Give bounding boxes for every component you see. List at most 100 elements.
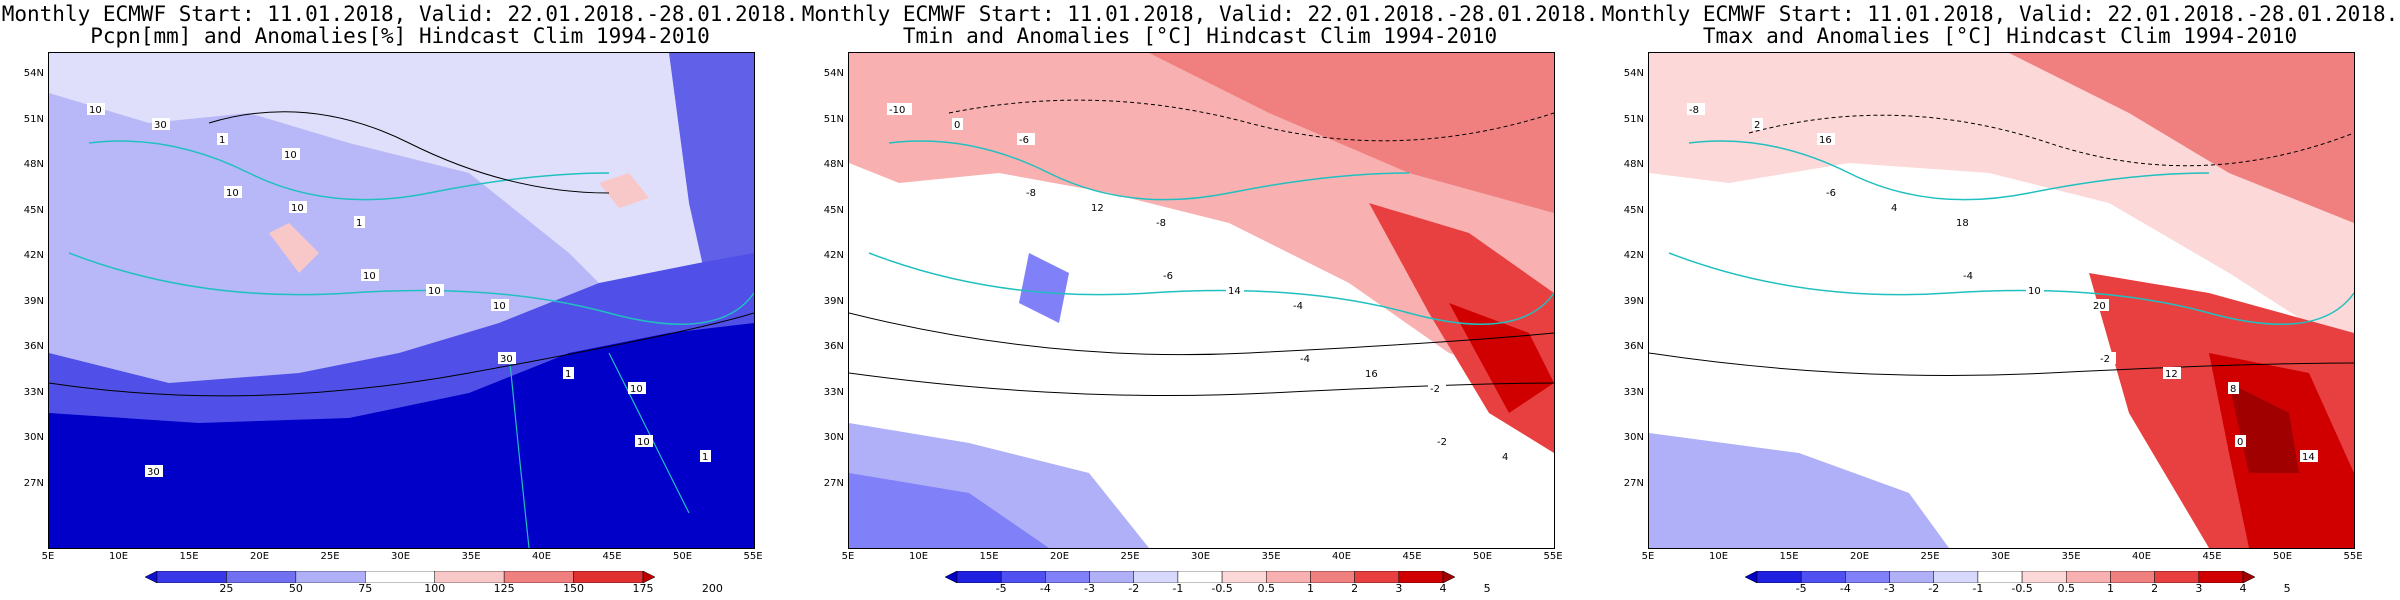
lon-label: 25E: [1120, 551, 1140, 562]
contour-label: -2: [1430, 384, 1440, 395]
lon-label: 5E: [841, 551, 855, 562]
colorbar-label: -2: [1128, 582, 1140, 595]
colorbar-label: -1: [1972, 582, 1984, 595]
panel-title-line2: Pcpn[mm] and Anomalies[%] Hindcast Clim …: [90, 24, 710, 48]
contour-label: 16: [1365, 369, 1378, 380]
contour-label-bg: [1363, 367, 1381, 379]
lon-label: 20E: [249, 551, 270, 562]
contour-label: 12: [1091, 203, 1104, 214]
colorbar-swatch: [1744, 570, 1758, 584]
tmax-panel: Monthly ECMWF Start: 11.01.2018, Valid: …: [1600, 0, 2400, 600]
lat-label: 54N: [1623, 68, 1644, 79]
contour-label: 8: [2230, 384, 2236, 395]
contour-label: -6: [1019, 135, 1029, 146]
contour-label-bg: [1226, 284, 1244, 296]
lon-label: 55E: [2343, 551, 2363, 562]
colorbar-label: 5: [1483, 582, 1491, 595]
contour-label: -4: [1963, 271, 1973, 282]
colorbar-label: -3: [1084, 582, 1096, 595]
contour-label-bg: [2098, 352, 2116, 364]
contour-label: -2: [2100, 354, 2110, 365]
precip-colorbar: [144, 568, 656, 584]
colorbar-swatch: [642, 570, 656, 584]
tmin-map-svg: -10 -8 -6 -4 -2 0 12 14 16 4 -6 -8 -4 -2: [849, 53, 1554, 548]
contour-label-bg: [152, 118, 170, 130]
contour-label-bg: [1154, 216, 1172, 228]
colorbar-swatch: [944, 570, 958, 584]
lat-label: 27N: [1623, 477, 1644, 489]
contour-label-bg: [952, 118, 963, 130]
contour-label: 30: [500, 354, 513, 365]
contour-label-bg: [145, 465, 163, 477]
contour-label-bg: [361, 269, 379, 281]
contour-label: -8: [1156, 218, 1166, 229]
lat-label: 48N: [1623, 159, 1644, 170]
contour-label-bg: [1435, 435, 1453, 447]
panel-title-line1: Monthly ECMWF Start: 11.01.2018, Valid: …: [1601, 2, 2399, 26]
lat-label: 27N: [823, 477, 844, 489]
tmin-panel: Monthly ECMWF Start: 11.01.2018, Valid: …: [800, 0, 1600, 600]
tmax-map: -8 -6 -4 -2 0 2 4 10 12 14 16 18 20 8: [1648, 52, 2355, 549]
contour-label: 1: [219, 135, 225, 146]
lon-label: 50E: [1472, 551, 1493, 562]
contour-label-bg: [426, 284, 444, 296]
tmin-map: -10 -8 -6 -4 -2 0 12 14 16 4 -6 -8 -4 -2: [848, 52, 1555, 549]
lon-label: 25E: [320, 551, 340, 562]
contour-label: 12: [2165, 369, 2178, 380]
colorbar-label: 4: [1439, 582, 1447, 595]
lon-label: 50E: [672, 551, 693, 562]
lat-label: 30N: [23, 432, 44, 443]
contour-label: -4: [1293, 301, 1303, 312]
precip-map: 10 10 10 30 10 30 10 10 1 1 1 1 10 10 30 10: [48, 52, 755, 549]
colorbar-label: -5: [995, 582, 1007, 595]
lon-label: 40E: [1331, 551, 1352, 562]
colorbar-label: 200: [701, 582, 723, 595]
contour-label-bg: [1824, 186, 1842, 198]
contour-label-bg: [224, 186, 242, 198]
colorbar-label: 150: [563, 582, 585, 595]
contour-label-bg: [1889, 201, 1900, 213]
colorbar-label: 2: [2151, 582, 2159, 595]
lat-label: 27N: [23, 477, 44, 489]
contour-label-bg: [1089, 201, 1107, 213]
colorbar-label: -4: [1039, 582, 1051, 595]
lon-label: 10E: [908, 551, 929, 562]
lon-label: 20E: [1049, 551, 1070, 562]
contour-label-bg: [491, 299, 509, 311]
lat-label: 30N: [1623, 432, 1644, 443]
lat-label: 36N: [823, 341, 844, 352]
colorbar-label: -0.5: [2011, 582, 2033, 595]
lon-label: 35E: [2061, 551, 2081, 562]
contour-label: -4: [1300, 354, 1310, 365]
contour-label-bg: [282, 148, 300, 160]
contour-label: -8: [1689, 105, 1699, 116]
lon-label: 15E: [1779, 551, 1799, 562]
contour-label: 2: [1754, 120, 1760, 131]
lat-label: 54N: [23, 68, 44, 79]
contour-label: -8: [1026, 188, 1036, 199]
lat-label: 51N: [823, 113, 844, 125]
contour-label: 14: [1228, 286, 1241, 297]
contour-label: 14: [2302, 452, 2315, 463]
contour-label-bg: [1954, 216, 1972, 228]
contour-label-bg: [1500, 450, 1511, 462]
lon-label: 45E: [2202, 551, 2222, 562]
contour-label-bg: [628, 382, 646, 394]
contour-label-bg: [700, 450, 711, 462]
panel-title-line2: Tmin and Anomalies [°C] Hindcast Clim 19…: [902, 24, 1498, 48]
lat-label: 36N: [23, 341, 44, 352]
contour-label-bg: [1017, 133, 1035, 145]
contour-label: 0: [954, 120, 960, 131]
colorbar-label: 3: [1395, 582, 1403, 595]
colorbar-label: -5: [1795, 582, 1807, 595]
contour-label: 1: [702, 452, 708, 463]
colorbar-label: -2: [1928, 582, 1940, 595]
colorbar-label: 1: [2106, 582, 2114, 595]
contour-label-bg: [2026, 284, 2044, 296]
tmax-map-svg: -8 -6 -4 -2 0 2 4 10 12 14 16 18 20 8: [1649, 53, 2354, 548]
panel-title-line1: Monthly ECMWF Start: 11.01.2018, Valid: …: [1, 2, 799, 26]
colorbar-label: 2: [1351, 582, 1359, 595]
lat-label: 42N: [1623, 250, 1644, 261]
lat-label: 42N: [23, 250, 44, 261]
colorbar-label: 4: [2239, 582, 2247, 595]
